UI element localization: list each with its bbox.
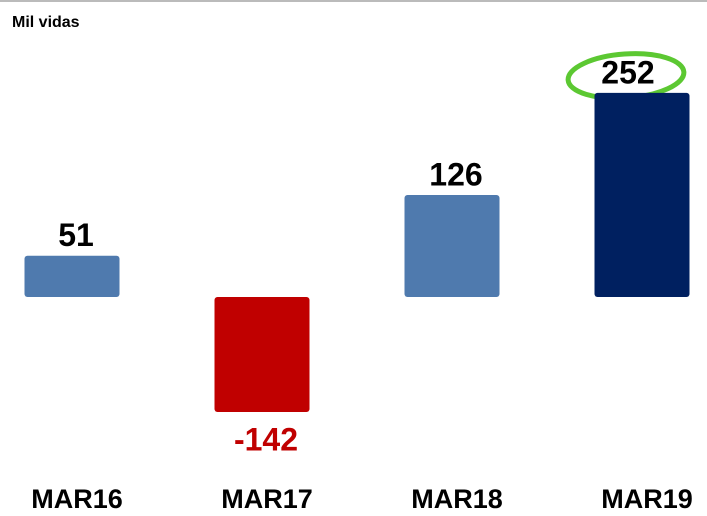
- value-label: -142: [234, 421, 298, 457]
- bar: [25, 256, 120, 297]
- value-label: 252: [601, 54, 654, 90]
- x-tick-label: MAR16: [31, 484, 123, 514]
- bar: [405, 195, 500, 297]
- chart: Mil vidas 51 MAR16 -142 MAR17 126 MAR18 252 MAR…: [0, 0, 707, 516]
- x-tick-label: MAR18: [411, 484, 503, 514]
- chart-subtitle: Mil vidas: [12, 14, 80, 31]
- x-tick-label: MAR17: [221, 484, 313, 514]
- value-label: 51: [58, 217, 94, 253]
- value-label: 126: [429, 156, 482, 192]
- x-tick-label: MAR19: [601, 484, 693, 514]
- bar: [215, 297, 310, 412]
- bar: [595, 93, 690, 297]
